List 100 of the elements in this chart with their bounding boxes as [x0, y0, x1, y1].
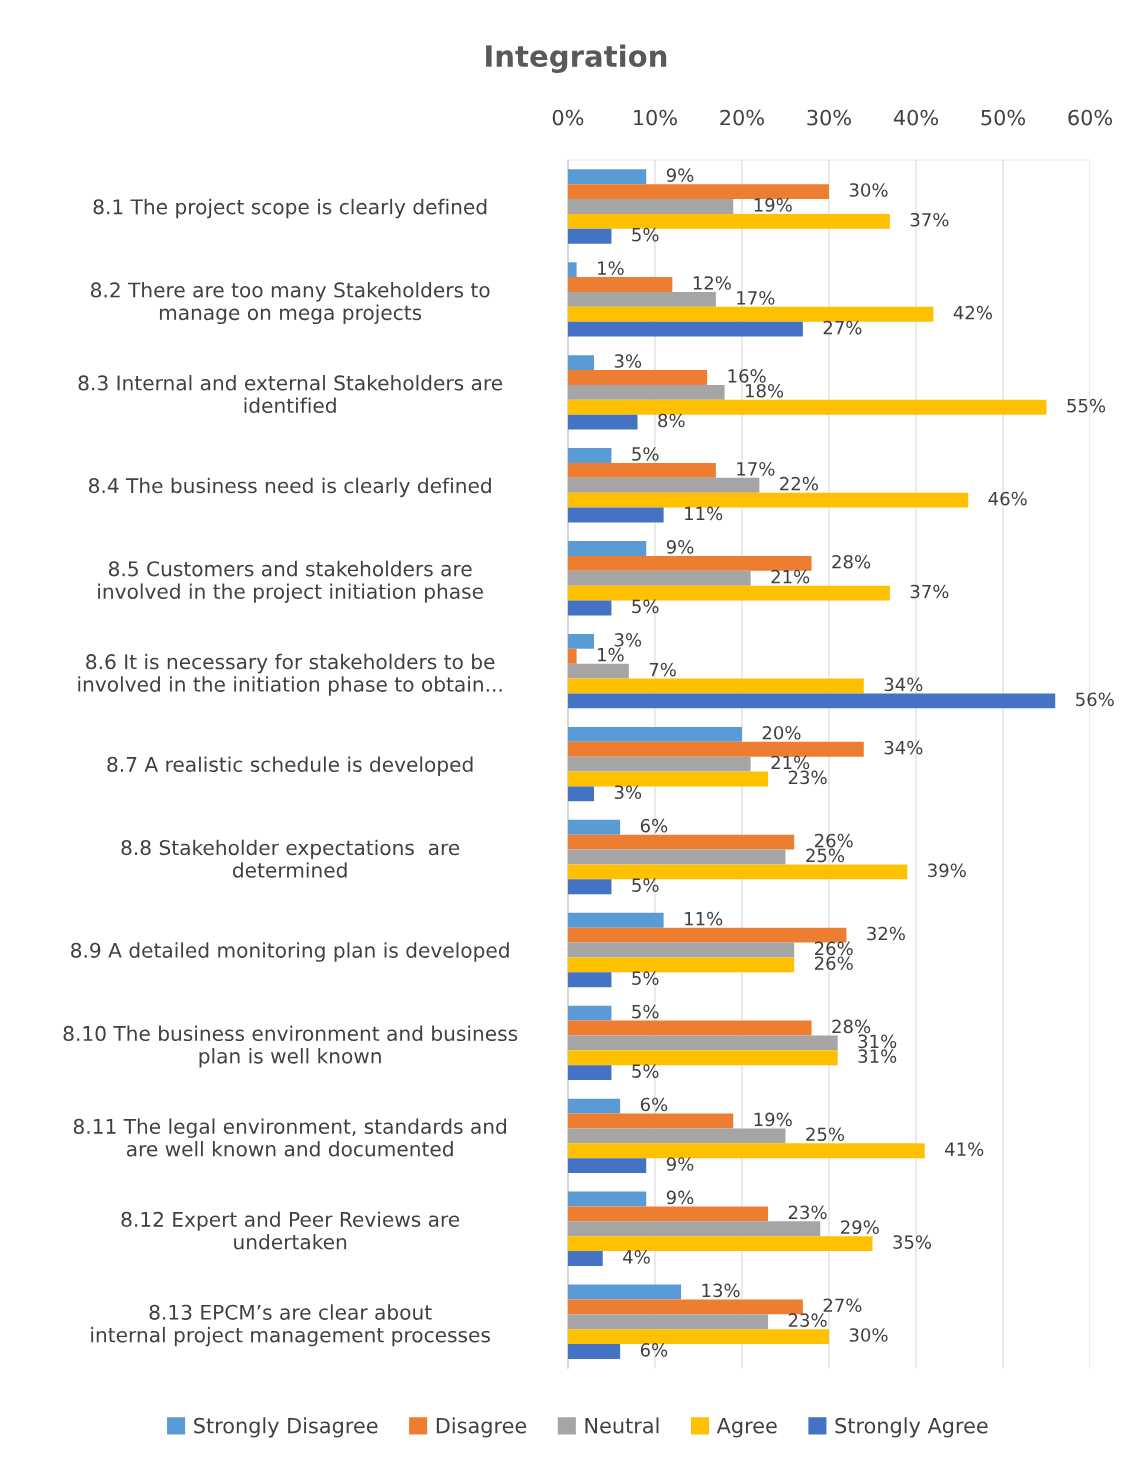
bar — [567, 726, 742, 742]
data-label: 5% — [632, 599, 659, 614]
data-label: 13% — [702, 1283, 740, 1298]
bar — [567, 414, 638, 430]
bar — [567, 1035, 838, 1051]
bar — [567, 927, 847, 943]
bar — [567, 1314, 769, 1330]
bar — [567, 277, 673, 292]
legend-label: Strongly Agree — [835, 1417, 988, 1438]
data-label: 55% — [1067, 398, 1106, 413]
data-label: 28% — [832, 554, 871, 569]
data-label: 32% — [867, 926, 905, 941]
data-label: 21% — [771, 569, 810, 584]
bar — [567, 693, 1056, 709]
bar — [567, 1251, 603, 1266]
bar — [567, 1206, 769, 1222]
bar — [567, 555, 812, 571]
bar — [567, 585, 890, 601]
data-label: 23% — [788, 1313, 827, 1327]
bar — [567, 1236, 873, 1252]
data-label: 5% — [632, 227, 659, 242]
data-label: 6% — [640, 1097, 668, 1112]
data-label: 30% — [849, 183, 888, 197]
bar — [567, 771, 769, 787]
data-label: 35% — [893, 1235, 932, 1249]
data-label: 30% — [849, 1328, 888, 1342]
data-label: 5% — [632, 878, 659, 893]
bar — [567, 462, 716, 478]
data-label: 46% — [988, 491, 1027, 506]
bar — [567, 1191, 647, 1207]
y-tick-label: 8.5 Customers and stakeholders are involved in the project initiation phase — [98, 560, 483, 603]
data-label: 3% — [614, 354, 642, 368]
data-label: 19% — [754, 1112, 792, 1127]
bar — [567, 1065, 612, 1081]
bar — [567, 541, 647, 556]
y-tick-label: 8.4 The business need is clearly defined — [88, 477, 491, 498]
legend-label: Neutral — [585, 1417, 659, 1434]
data-label: 41% — [945, 1142, 984, 1156]
bar — [567, 864, 908, 880]
data-label: 11% — [685, 911, 723, 926]
bar — [567, 879, 612, 895]
bar — [567, 678, 864, 694]
data-label: 37% — [910, 212, 949, 227]
data-label: 29% — [841, 1220, 879, 1235]
y-tick-label: 8.10 The business environment and business plan is well known — [63, 1025, 518, 1068]
bar — [567, 1098, 621, 1114]
bar — [567, 199, 734, 214]
bar — [567, 492, 969, 508]
bar — [567, 228, 612, 244]
data-label: 4% — [623, 1250, 650, 1264]
data-label: 5% — [632, 447, 659, 461]
bar — [567, 1221, 821, 1237]
data-label: 39% — [928, 863, 966, 878]
bar — [567, 1344, 621, 1359]
bar — [567, 1158, 647, 1174]
data-label: 5% — [632, 971, 659, 985]
bar — [567, 1005, 612, 1021]
bar — [567, 633, 595, 649]
data-label: 3% — [614, 633, 642, 647]
y-tick-label: 8.3 Internal and external Stakeholders are identified — [78, 374, 503, 414]
data-label: 9% — [666, 1190, 694, 1205]
bar — [567, 756, 751, 772]
data-label: 25% — [806, 1127, 845, 1142]
data-label: 20% — [762, 725, 801, 740]
x-tick-label: 30% — [807, 109, 851, 126]
bar — [567, 972, 612, 988]
x-tick-label: 0% — [552, 109, 584, 126]
bar — [567, 477, 760, 493]
y-tick-label: 8.2 There are too many Stakeholders to manage on mega projects — [90, 282, 490, 325]
data-label: 17% — [737, 462, 775, 476]
bar — [567, 355, 595, 371]
data-label: 42% — [953, 305, 992, 320]
bar — [567, 184, 829, 200]
bar — [567, 648, 577, 664]
bar — [567, 942, 795, 958]
data-label: 8% — [658, 413, 685, 428]
data-label: 9% — [666, 1157, 694, 1171]
data-label: 26% — [814, 956, 853, 971]
data-label: 27% — [823, 1298, 862, 1313]
bar — [567, 834, 795, 850]
x-tick-label: 40% — [893, 109, 938, 126]
data-label: 26% — [814, 941, 853, 956]
data-label: 5% — [632, 1064, 659, 1078]
data-label: 37% — [910, 584, 949, 599]
data-label: 26% — [814, 833, 853, 848]
bar — [567, 1128, 786, 1144]
chart-title: Integration — [486, 44, 667, 73]
data-label: 23% — [788, 1205, 827, 1220]
data-label: 1% — [598, 261, 624, 275]
data-label: 7% — [649, 662, 676, 677]
legend-label: Strongly Disagree — [194, 1417, 378, 1438]
bar — [567, 1299, 803, 1315]
bar — [567, 1113, 734, 1129]
y-tick-label: 8.6 It is necessary for stakeholders to be involved in the initiation phase to obtain... — [78, 653, 502, 696]
data-label: 28% — [832, 1019, 871, 1034]
data-label: 11% — [685, 506, 723, 521]
bar — [567, 570, 751, 586]
data-label: 6% — [640, 818, 668, 833]
data-label: 22% — [780, 476, 818, 491]
data-label: 27% — [823, 320, 862, 335]
